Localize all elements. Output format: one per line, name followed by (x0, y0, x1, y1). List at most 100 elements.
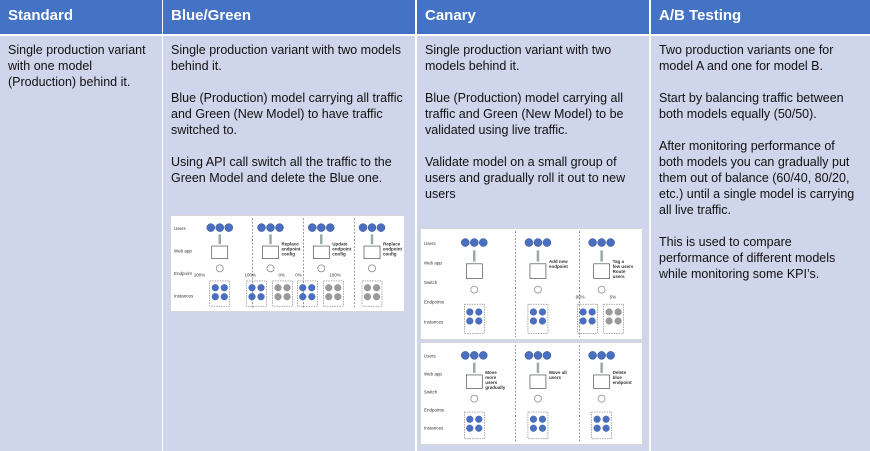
instance (363, 293, 372, 301)
row-label: Instances (424, 319, 444, 324)
traffic-split: 100% (194, 272, 206, 277)
instance (325, 284, 333, 292)
panel-note: endpoint (282, 246, 301, 251)
switch (317, 264, 326, 273)
instance-group (209, 280, 231, 307)
user-icon (215, 223, 225, 232)
panel-note: Replace (282, 241, 300, 246)
instance (579, 308, 587, 316)
row-label: Web app (424, 260, 442, 265)
row-label: Instances (174, 294, 194, 299)
user-icon (524, 238, 534, 247)
paragraph: Using API call switch all the traffic to… (171, 155, 392, 185)
panel-note: endpoint (383, 246, 402, 251)
panel-note: endpoint (332, 246, 351, 251)
instance-group (527, 303, 549, 334)
instance (475, 424, 483, 432)
user-icon (206, 223, 216, 232)
web-app-box (593, 263, 610, 279)
panel-note: endpoint (549, 264, 568, 269)
instance (588, 317, 596, 325)
panel-note: gradually (485, 385, 506, 390)
instance (325, 293, 333, 301)
row-label: Endpoint (174, 271, 193, 276)
panel-note: Replace (383, 241, 401, 246)
user-icon (542, 238, 552, 247)
instance (466, 424, 474, 432)
web-app-box (593, 374, 610, 389)
panel-note: endpoint (613, 380, 632, 385)
body-cell: Single production variant with one model… (0, 36, 162, 451)
instance (538, 424, 547, 432)
paragraph: Single production variant with two model… (425, 43, 612, 73)
switch (470, 285, 479, 294)
traffic-split: 0% (279, 272, 286, 277)
instance-group (527, 411, 549, 440)
paragraph: After monitoring performance of both mod… (659, 139, 855, 217)
deployment-diagram: Users Web app Endpoint Instances 100% 100% 0% R… (170, 215, 405, 312)
instance (588, 308, 596, 316)
instance (475, 317, 483, 325)
panel-note: config (332, 251, 346, 256)
user-icon (588, 238, 597, 247)
row-label: Users (174, 226, 187, 231)
web-app-box (465, 374, 483, 389)
instance-group (272, 280, 293, 307)
user-icon (606, 351, 615, 360)
instance (274, 293, 282, 301)
instance (466, 308, 474, 316)
instance (602, 424, 610, 432)
instance (593, 415, 601, 423)
instance (529, 424, 538, 432)
user-icon (597, 351, 606, 360)
instance (529, 308, 538, 316)
panel-note: Move all (549, 370, 567, 375)
switch (597, 394, 606, 403)
instance (248, 293, 256, 301)
panel-note: Add new (549, 259, 568, 264)
instance (529, 415, 538, 423)
diagram-border (420, 228, 643, 340)
instance (579, 317, 587, 325)
instance (257, 293, 265, 301)
row-label: Web app (174, 248, 192, 253)
instance (257, 284, 265, 292)
paragraph: This is used to compare performance of d… (659, 235, 836, 281)
user-icon (470, 351, 479, 360)
instance (605, 317, 613, 325)
traffic-split: 5% (610, 295, 617, 300)
paragraph: Two production variants one for model A … (659, 43, 834, 73)
paragraph: Blue (Production) model carrying all tra… (425, 91, 624, 137)
instance (211, 293, 219, 301)
instance-group (323, 280, 344, 307)
instance (308, 293, 316, 301)
user-icon (470, 238, 479, 247)
switch (368, 264, 376, 273)
web-app-box (465, 263, 483, 279)
user-icon (533, 238, 543, 247)
instance (211, 284, 219, 292)
row-label: Instances (424, 426, 444, 431)
user-icon (461, 351, 470, 360)
panel-note: config (282, 251, 296, 256)
switch (534, 285, 542, 294)
row-label: Users (424, 241, 437, 246)
panel-note: config (383, 251, 397, 256)
panel-note: users (613, 274, 626, 279)
instance (372, 284, 381, 292)
panel-note: few users (613, 264, 634, 269)
body-cell: Two production variants one for model A … (651, 36, 870, 451)
traffic-split: 0% (295, 272, 302, 277)
web-app-box (262, 245, 279, 259)
instance (466, 317, 474, 325)
user-icon (367, 223, 377, 232)
user-icon (224, 223, 234, 232)
instance (308, 284, 316, 292)
user-icon (597, 238, 606, 247)
instance (220, 293, 228, 301)
instance (614, 308, 622, 316)
user-icon (358, 223, 368, 232)
deployment-diagram: Users Web app Switch Endpoints Instances Move… (420, 342, 643, 445)
row-label: Endpoints (424, 408, 445, 413)
